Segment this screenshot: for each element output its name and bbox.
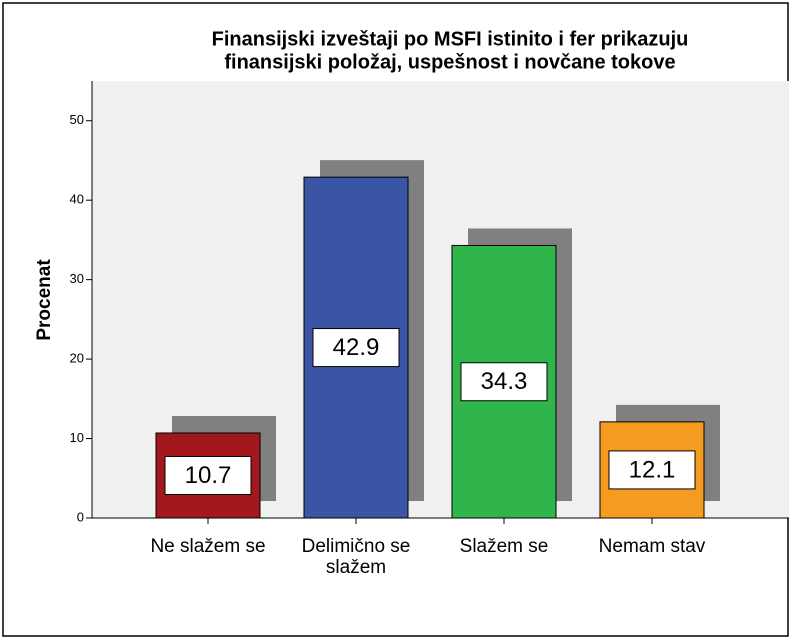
y-axis-label: Procenat (34, 259, 55, 341)
x-tick-label: Delimično se slažem (301, 536, 411, 578)
value-label: 10.7 (185, 462, 232, 489)
x-tick-label: Ne slažem se (150, 536, 266, 557)
value-label: 34.3 (481, 368, 528, 395)
value-label-box (460, 362, 548, 402)
value-label-box (608, 450, 696, 490)
y-tick-label: 0 (77, 509, 84, 524)
y-tick-label: 50 (70, 112, 84, 127)
value-label-box (164, 455, 252, 495)
value-label: 42.9 (333, 334, 380, 361)
chart-title: finansijski položaj, uspešnost i novčane… (224, 51, 675, 73)
y-tick-label: 40 (70, 192, 84, 207)
chart-title: Finansijski izveštaji po MSFI istinito i… (212, 28, 689, 50)
value-label: 12.1 (629, 456, 676, 483)
y-tick-label: 10 (70, 430, 84, 445)
x-tick-label: Nemam stav (598, 536, 706, 557)
y-tick-label: 30 (70, 271, 84, 286)
value-label-box (312, 328, 400, 368)
x-tick-label: Slažem se (459, 536, 549, 557)
y-tick-label: 20 (70, 351, 84, 366)
